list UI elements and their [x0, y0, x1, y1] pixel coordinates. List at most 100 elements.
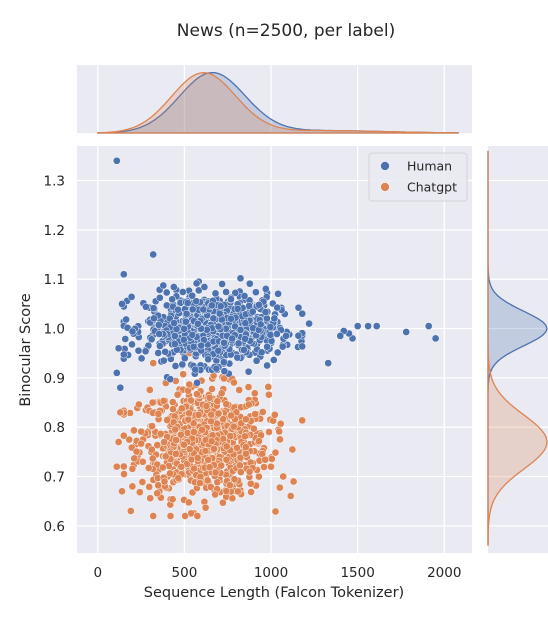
x-tick-label: 1000: [254, 565, 288, 581]
point-human: [214, 346, 223, 355]
point-chatgpt: [267, 462, 275, 471]
point-chatgpt: [148, 454, 157, 463]
point-chatgpt: [258, 408, 267, 416]
point-chatgpt: [177, 430, 185, 439]
point-chatgpt: [146, 494, 155, 503]
point-human: [168, 295, 177, 304]
y-tick-label: 1.1: [44, 272, 65, 288]
point-human: [241, 319, 250, 328]
point-chatgpt: [217, 461, 226, 470]
point-chatgpt: [174, 474, 183, 482]
point-chatgpt: [189, 419, 198, 428]
point-human: [353, 322, 362, 330]
point-human: [112, 369, 121, 377]
point-chatgpt: [119, 431, 128, 440]
point-chatgpt: [148, 398, 157, 407]
point-chatgpt: [261, 455, 270, 464]
point-chatgpt: [241, 432, 249, 441]
point-chatgpt: [222, 455, 231, 464]
point-human: [116, 383, 125, 392]
point-chatgpt: [120, 470, 128, 478]
point-human: [200, 283, 209, 291]
point-chatgpt: [118, 487, 126, 496]
point-human: [194, 286, 203, 295]
point-chatgpt: [135, 400, 143, 409]
point-human: [364, 322, 372, 330]
point-chatgpt: [242, 449, 250, 458]
point-human: [182, 309, 191, 318]
point-human: [141, 347, 150, 356]
point-human: [298, 309, 307, 318]
point-chatgpt: [138, 478, 147, 486]
point-human: [261, 308, 270, 316]
point-chatgpt: [271, 507, 280, 516]
point-human: [171, 362, 180, 370]
point-chatgpt: [126, 507, 135, 515]
point-human: [161, 347, 170, 356]
point-chatgpt: [153, 441, 162, 449]
point-chatgpt: [185, 380, 194, 389]
point-human: [162, 288, 171, 297]
point-chatgpt: [184, 415, 193, 424]
point-human: [112, 156, 121, 165]
point-human: [169, 283, 178, 291]
point-human: [241, 334, 249, 343]
point-human: [255, 301, 263, 309]
y-tick-label: 0.7: [44, 470, 65, 486]
point-human: [294, 331, 303, 340]
point-chatgpt: [211, 490, 219, 499]
point-chatgpt: [247, 488, 255, 496]
point-human: [269, 356, 278, 364]
point-chatgpt: [181, 512, 189, 520]
point-human: [257, 348, 266, 357]
point-chatgpt: [255, 437, 263, 446]
point-chatgpt: [116, 408, 125, 417]
point-human: [159, 281, 168, 290]
point-human: [166, 375, 175, 384]
point-human: [236, 326, 245, 334]
point-human: [154, 349, 163, 357]
point-human: [149, 250, 158, 259]
point-chatgpt: [260, 463, 268, 471]
point-chatgpt: [112, 462, 121, 471]
point-chatgpt: [168, 398, 177, 406]
main-plot: 0 500 1000 1500 2000 0.6 0.7 0.8 0.9 1.0 1.1 1.2 1.…: [44, 146, 472, 581]
point-chatgpt: [222, 442, 231, 451]
point-chatgpt: [225, 481, 234, 490]
point-chatgpt: [185, 445, 194, 453]
point-chatgpt: [235, 461, 244, 470]
point-chatgpt: [251, 410, 259, 418]
point-chatgpt: [128, 482, 137, 491]
point-human: [188, 291, 197, 300]
point-human: [156, 342, 164, 350]
point-chatgpt: [268, 455, 276, 463]
point-human: [170, 332, 179, 340]
x-axis-label: Sequence Length (Falcon Tokenizer): [144, 585, 404, 601]
point-chatgpt: [246, 479, 255, 488]
point-human: [227, 314, 235, 323]
point-human: [128, 327, 137, 336]
point-chatgpt: [135, 488, 144, 497]
point-chatgpt: [236, 468, 245, 476]
point-chatgpt: [149, 512, 158, 520]
point-human: [191, 365, 200, 374]
point-human: [372, 322, 381, 330]
point-chatgpt: [201, 503, 210, 512]
point-human: [127, 293, 136, 301]
point-human: [266, 323, 275, 331]
point-chatgpt: [173, 390, 182, 399]
point-chatgpt: [264, 383, 273, 391]
point-human: [118, 300, 126, 308]
point-human: [142, 302, 150, 311]
point-chatgpt: [161, 452, 170, 461]
point-human: [336, 332, 345, 340]
point-chatgpt: [163, 416, 171, 424]
point-chatgpt: [160, 438, 168, 446]
point-human: [211, 289, 220, 298]
point-human: [150, 314, 158, 323]
point-human: [179, 335, 188, 344]
point-human: [218, 280, 226, 288]
point-chatgpt: [149, 359, 158, 367]
point-chatgpt: [198, 425, 206, 434]
